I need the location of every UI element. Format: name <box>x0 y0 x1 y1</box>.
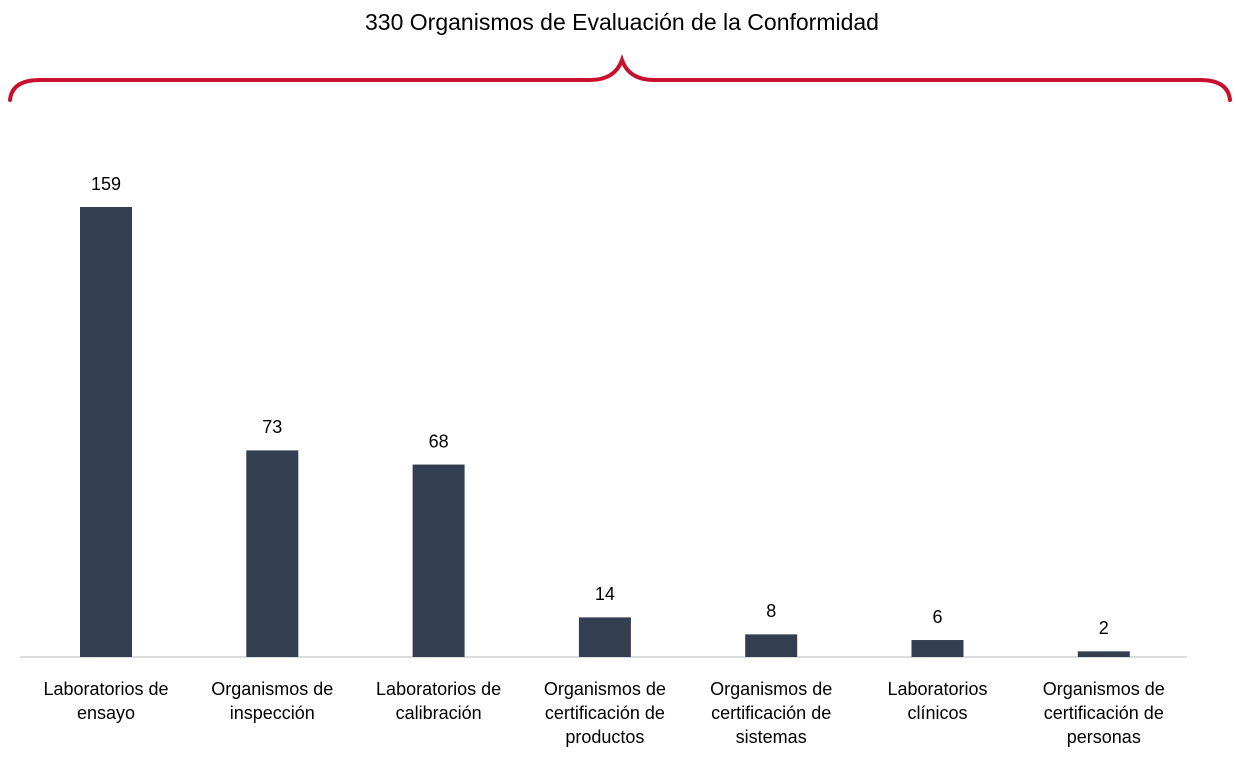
bar <box>745 634 798 657</box>
data-label: 2 <box>1099 618 1109 638</box>
data-label: 6 <box>932 607 942 627</box>
x-tick-label: Organismos de certificación de personas <box>1042 679 1165 747</box>
data-label: 14 <box>595 584 615 604</box>
x-tick-label: Organismos de certificación de productos <box>543 679 666 747</box>
bar <box>578 617 631 657</box>
x-tick-label: Organismos de inspección <box>211 679 334 723</box>
brace <box>8 53 1232 102</box>
x-tick-label: Laboratorios de calibración <box>376 679 502 723</box>
x-tick-label: Laboratorios de ensayo <box>43 679 169 723</box>
data-label: 73 <box>262 417 282 437</box>
bar <box>412 464 465 657</box>
bar <box>911 640 964 657</box>
bar <box>1077 651 1130 657</box>
data-label: 159 <box>91 174 121 194</box>
bar <box>246 450 299 657</box>
chart-title: 330 Organismos de Evaluación de la Confo… <box>365 9 879 35</box>
data-label: 8 <box>766 601 776 621</box>
bar <box>80 207 132 657</box>
data-label: 68 <box>429 431 449 451</box>
x-tick-label: Organismos de certificación de sistemas <box>710 679 833 747</box>
x-tick-label: Laboratorios clínicos <box>887 679 988 723</box>
